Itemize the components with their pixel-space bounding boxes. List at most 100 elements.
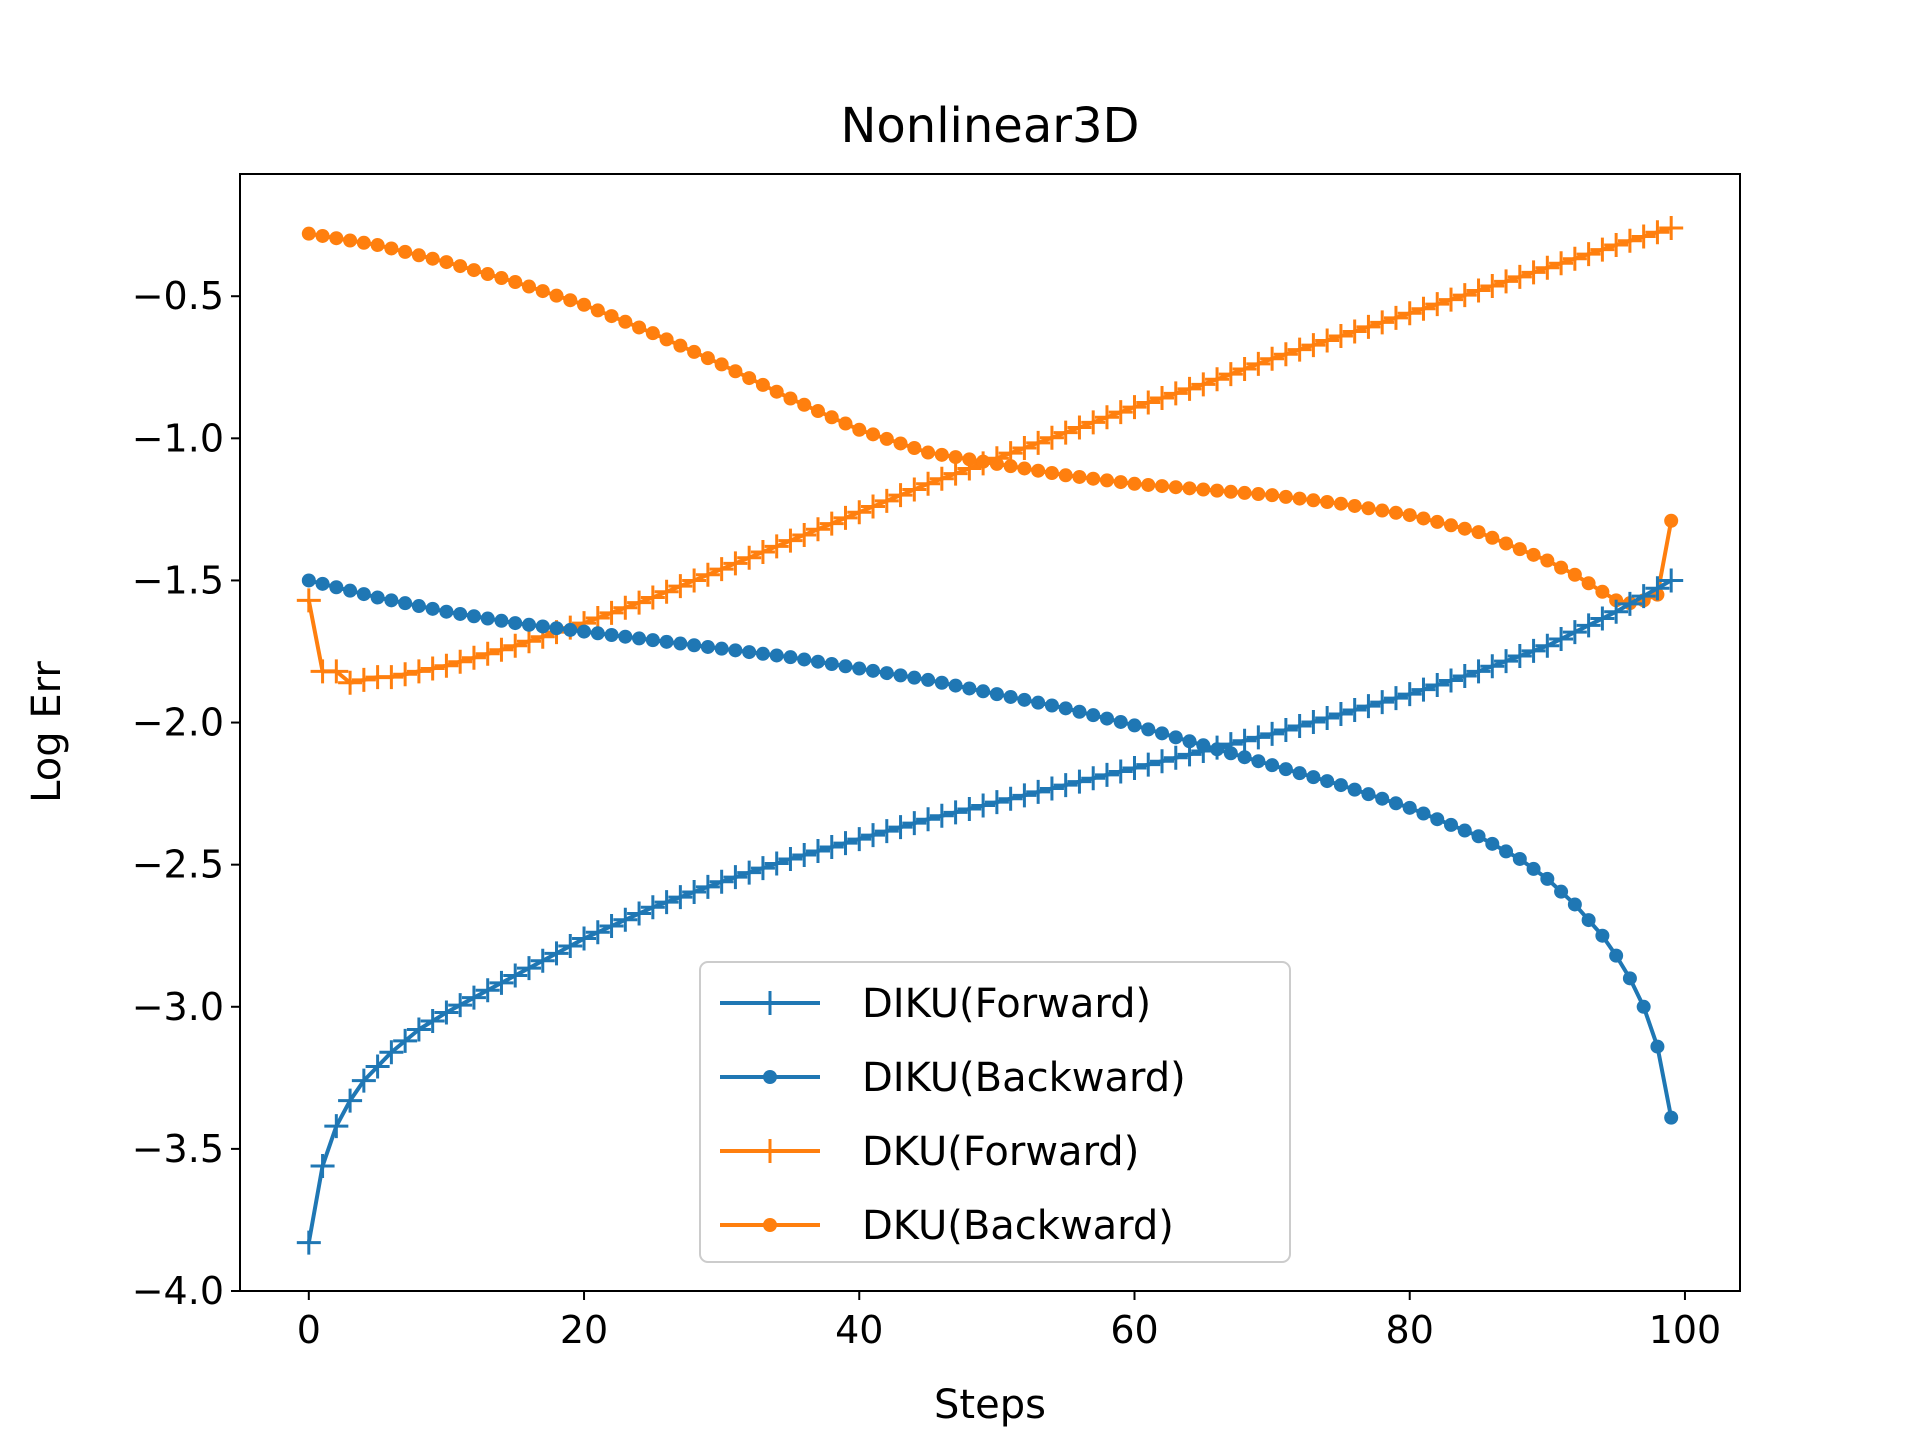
data-point <box>577 297 592 312</box>
data-point <box>1246 351 1271 376</box>
data-point <box>998 786 1023 811</box>
data-point <box>1026 779 1051 804</box>
data-point <box>356 235 371 250</box>
plot-area <box>296 216 1684 1255</box>
series-line <box>306 578 1673 1244</box>
data-point <box>1425 673 1450 698</box>
y-tick-label: −1.5 <box>132 558 224 602</box>
data-point <box>792 522 817 547</box>
data-point <box>549 288 564 303</box>
data-point <box>324 1114 349 1139</box>
data-point <box>1411 296 1436 321</box>
data-point <box>948 678 963 693</box>
data-point <box>563 622 578 637</box>
data-point <box>805 517 830 542</box>
legend-item: DIKU(Backward) <box>720 1055 1186 1101</box>
data-point <box>503 633 528 658</box>
data-point <box>916 807 941 832</box>
data-point <box>1072 704 1087 719</box>
data-point <box>1044 466 1059 481</box>
data-point <box>393 662 418 687</box>
data-point <box>1562 246 1587 271</box>
data-point <box>824 410 839 425</box>
data-point <box>1659 568 1684 593</box>
data-point <box>682 879 707 904</box>
data-point <box>879 666 894 681</box>
data-point <box>893 668 908 683</box>
data-point <box>971 793 996 818</box>
data-point <box>700 351 715 366</box>
series-dku-forward <box>296 216 1684 695</box>
data-point <box>315 228 330 243</box>
data-point <box>508 275 523 290</box>
data-point <box>329 580 344 595</box>
data-point <box>1136 390 1161 415</box>
data-point <box>1251 487 1266 502</box>
y-tick-label: −3.0 <box>132 985 224 1029</box>
data-point <box>411 248 426 263</box>
data-point <box>1356 314 1381 339</box>
data-point <box>783 650 798 665</box>
data-point <box>1232 728 1257 753</box>
data-point <box>654 890 679 915</box>
data-point <box>797 652 812 667</box>
data-point <box>1617 591 1642 616</box>
data-point <box>1554 884 1569 899</box>
data-point <box>1535 633 1560 658</box>
y-tick-label: −2.5 <box>132 843 224 887</box>
data-point <box>406 1017 431 1042</box>
data-point <box>805 839 830 864</box>
chart-title: Nonlinear3D <box>841 98 1140 154</box>
data-point <box>384 593 399 608</box>
data-point <box>1328 324 1353 349</box>
data-point <box>1058 701 1073 716</box>
data-point <box>852 661 867 676</box>
data-point <box>819 835 844 860</box>
data-point <box>1163 745 1188 770</box>
data-point <box>516 629 541 654</box>
data-point <box>1480 654 1505 679</box>
data-point <box>1155 479 1170 494</box>
data-point <box>1086 708 1101 723</box>
legend: DIKU(Forward) DIKU(Backward) DKU(Forward) D… <box>699 961 1291 1263</box>
data-point <box>1361 787 1376 802</box>
data-point <box>1576 242 1601 267</box>
data-point <box>530 948 555 973</box>
data-point <box>1581 576 1596 591</box>
data-point <box>866 663 881 678</box>
data-point <box>585 605 610 630</box>
data-point <box>1383 305 1408 330</box>
data-point <box>1260 346 1285 371</box>
data-point <box>1347 498 1362 513</box>
data-point <box>1416 511 1431 526</box>
data-point <box>1039 776 1064 801</box>
data-point <box>1521 260 1546 285</box>
data-point <box>1292 766 1307 781</box>
data-point <box>1549 251 1574 276</box>
data-point <box>604 628 619 643</box>
data-point <box>590 303 605 318</box>
data-point <box>838 416 853 431</box>
data-point <box>874 488 899 513</box>
data-point <box>976 684 991 699</box>
data-point <box>742 371 757 386</box>
data-point <box>1320 494 1335 509</box>
data-point <box>1205 367 1230 392</box>
data-point <box>1108 400 1133 425</box>
data-point <box>301 573 316 588</box>
data-point <box>1526 547 1541 562</box>
data-point <box>1113 475 1128 490</box>
data-point <box>1402 800 1417 815</box>
data-point <box>764 534 789 559</box>
data-point <box>640 585 665 610</box>
data-point <box>613 595 638 620</box>
data-point <box>728 643 743 658</box>
data-point <box>1053 773 1078 798</box>
data-point <box>1356 694 1381 719</box>
data-point <box>687 344 702 359</box>
data-point <box>577 624 592 639</box>
data-point <box>379 665 404 690</box>
data-point <box>714 641 729 656</box>
data-point <box>1099 473 1114 488</box>
data-point <box>750 540 775 565</box>
